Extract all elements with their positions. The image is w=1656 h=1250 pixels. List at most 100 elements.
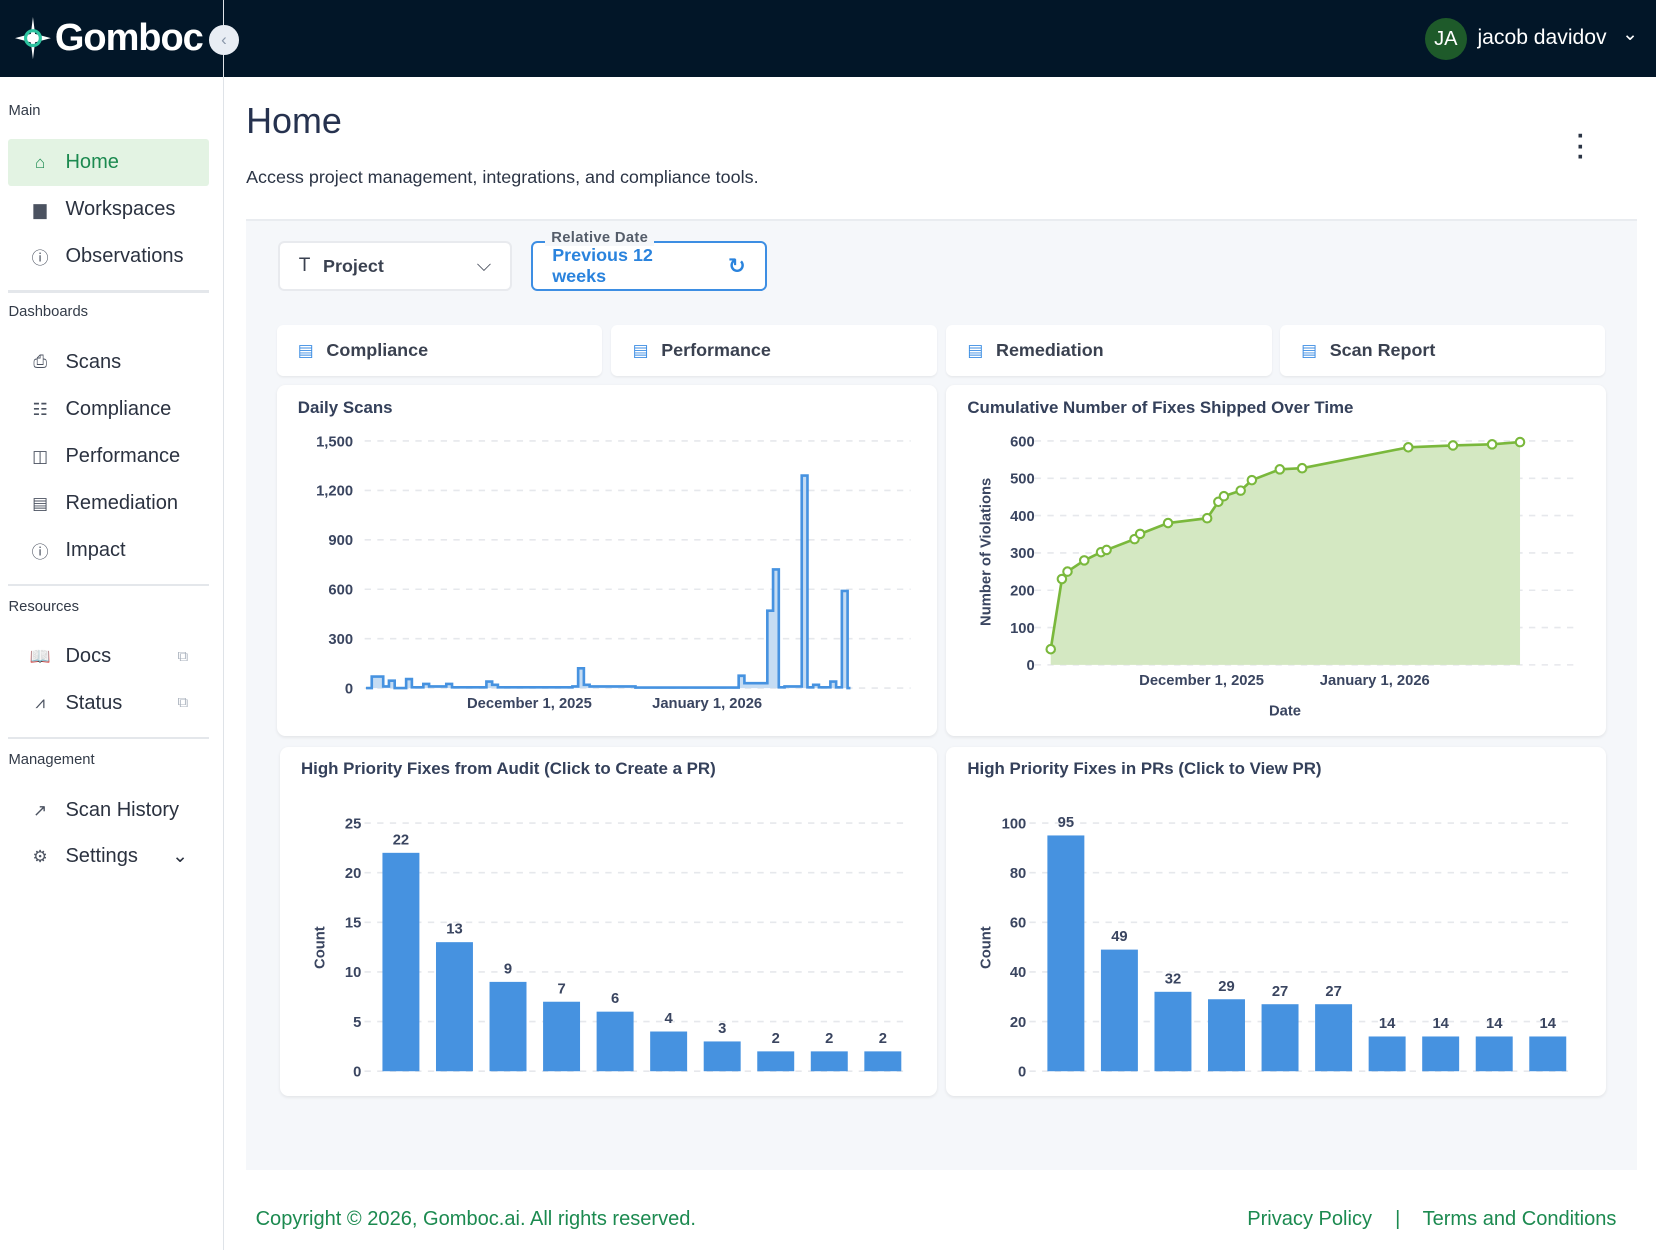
cumulative-fixes-chart: 0 100 200 300 400 500 600 December 1, 2025 Janua… [979,435,1575,720]
bar [435,941,473,1071]
sidebar-item-status[interactable]: ⩘ Status ⧉ [8,680,209,726]
tab-compliance[interactable]: ▤ Compliance [276,325,602,376]
data-point [1515,437,1526,448]
sidebar-item-label: Compliance [65,398,172,421]
user-name[interactable]: jacob davidov [1477,26,1607,50]
sidebar-item-docs[interactable]: 📖 Docs ⧉ [8,634,209,680]
chart-title: High Priority Fixes in PRs (Click to Vie… [967,759,1322,779]
bar-value-label: 95 [1058,815,1074,831]
sidebar-item-label: Observations [65,245,184,268]
data-point [1274,464,1286,476]
sidebar-item-label: Remediation [65,492,178,515]
sidebar-item-observations[interactable]: ⓘ Observations [8,233,209,279]
y-tick-label: 600 [328,583,353,599]
sidebar-item-impact[interactable]: ⓘ Impact [8,527,209,573]
bar [489,981,527,1071]
dashboard-icon: ▤ [632,341,649,361]
bar-value-label: 27 [1326,983,1342,999]
data-point [1079,555,1090,567]
footer-copyright: Copyright © 2026, Gomboc.ai. All rights … [255,1208,696,1231]
checklist-icon: ☷ [32,400,48,420]
tab-remediation[interactable]: ▤ Remediation [946,325,1272,376]
sidebar-item-performance[interactable]: ◫ Performance [8,433,209,479]
y-tick-label: 600 [1010,435,1035,451]
sidebar-item-label: Docs [65,645,112,668]
sidebar-item-label: Impact [65,538,126,561]
sidebar-divider [8,737,210,740]
series-line [365,474,851,690]
bar-value-label: 4 [664,1011,673,1027]
collapse-sidebar-button[interactable]: ‹ [209,25,239,55]
y-tick-label: 200 [1010,584,1035,600]
bar [1101,949,1139,1071]
y-tick-label: 900 [328,534,353,550]
external-link-icon: ⧉ [177,648,188,665]
y-tick-label: 300 [328,632,353,648]
history-chart-icon: ↗ [33,800,48,820]
bar-value-label: 2 [825,1031,833,1047]
sidebar-item-label: Status [65,691,123,714]
bar [1261,1003,1299,1071]
dashboard-icon: ▤ [297,341,314,361]
terms-link[interactable]: Terms and Conditions [1422,1208,1617,1231]
more-options-icon[interactable]: · · · [1576,121,1586,172]
y-axis-title: Count [979,926,995,969]
data-point [1246,475,1258,486]
sidebar-item-remediation[interactable]: ▤ Remediation [8,481,209,527]
y-axis-title: Count [312,926,328,969]
data-point [1218,491,1230,502]
x-tick-label: December 1, 2025 [467,697,592,713]
bar-value-label: 9 [504,961,512,977]
data-point [1135,529,1146,540]
bar [1529,1036,1567,1071]
data-point [1403,442,1414,454]
y-tick-label: 1,200 [316,484,353,500]
chart-title: Cumulative Number of Fixes Shipped Over … [967,398,1354,418]
top-bar [0,0,1656,78]
x-tick-label: January 1, 2026 [1320,673,1430,689]
gear-icon: ⚙ [32,846,48,866]
bar-value-label: 27 [1272,983,1288,999]
y-tick-label: 1,500 [316,435,353,451]
relative-date-value: Previous 12 weeks [552,245,653,287]
folder-icon: ▆ [33,199,47,219]
sidebar-item-home[interactable]: ⌂ Home [8,139,210,186]
pr-fixes-chart[interactable]: 0 20 40 60 80 100 95 49 32 29 27 27 14 14 14 14 Count [946,747,1606,1097]
y-tick-label: 100 [1010,621,1035,637]
data-point [1045,644,1057,655]
alert-circle-icon: ⓘ [31,249,49,269]
sidebar-section-main: Main [8,103,41,120]
user-avatar[interactable]: JA [1424,17,1467,61]
y-tick-label: 500 [1010,472,1035,488]
bar-value-label: 49 [1111,929,1127,945]
bar [382,852,420,1071]
x-tick-label: January 1, 2026 [652,697,762,713]
y-tick-label: 15 [345,915,361,931]
sidebar-item-compliance[interactable]: ☷ Compliance [8,387,209,433]
alert-circle-icon: ⓘ [31,542,49,562]
y-tick-label: 40 [1010,965,1026,981]
relative-date-select[interactable]: Previous 12 weeks ↻ [531,240,767,292]
chevron-down-icon[interactable]: ⌄ [1622,24,1639,46]
privacy-policy-link[interactable]: Privacy Policy [1247,1208,1373,1231]
scan-icon: ⎙ [33,352,47,372]
bar [650,1031,687,1071]
bar [810,1051,848,1071]
book-icon: 📖 [29,646,51,666]
sidebar-item-scans[interactable]: ⎙ Scans [8,339,209,385]
sidebar-item-workspaces[interactable]: ▆ Workspaces [8,186,209,232]
project-select[interactable]: T Project ⌵ [277,240,513,292]
tab-label: Compliance [326,340,429,361]
brand-logo[interactable]: Gomboc [14,17,204,60]
sidebar-item-scan-history[interactable]: ↗ Scan History [8,787,209,833]
y-tick-label: 20 [1010,1015,1026,1031]
bar [1047,835,1085,1071]
tab-scan-report[interactable]: ▤ Scan Report [1279,325,1606,376]
tab-performance[interactable]: ▤ Performance [611,325,937,376]
reset-icon[interactable]: ↻ [728,255,746,279]
bar [1154,991,1192,1071]
pr-fixes-card: High Priority Fixes in PRs (Click to Vie… [946,746,1607,1097]
sidebar-item-settings[interactable]: ⚙ Settings ⌄ [8,833,209,879]
y-tick-label: 5 [353,1015,361,1031]
